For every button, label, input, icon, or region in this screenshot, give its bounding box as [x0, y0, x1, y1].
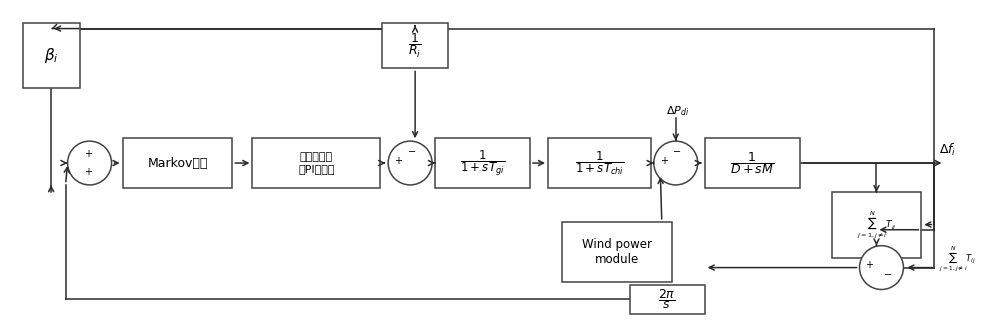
FancyBboxPatch shape: [252, 138, 380, 188]
FancyBboxPatch shape: [562, 222, 672, 281]
FancyBboxPatch shape: [832, 192, 921, 258]
Text: $\dfrac{1}{D+sM}$: $\dfrac{1}{D+sM}$: [730, 150, 774, 176]
Text: $\beta_i$: $\beta_i$: [44, 46, 58, 65]
Ellipse shape: [860, 246, 903, 289]
Text: $\Delta f_i$: $\Delta f_i$: [939, 142, 957, 158]
Text: −: −: [673, 147, 681, 157]
FancyBboxPatch shape: [705, 138, 800, 188]
FancyBboxPatch shape: [630, 284, 705, 314]
Text: Markov网络: Markov网络: [147, 156, 208, 170]
Text: $\dfrac{1}{1+sT_{chi}}$: $\dfrac{1}{1+sT_{chi}}$: [575, 149, 624, 177]
Text: +: +: [84, 149, 92, 159]
Text: 不同时滞状
态PI控制器: 不同时滞状 态PI控制器: [298, 152, 335, 174]
FancyBboxPatch shape: [23, 22, 80, 88]
FancyBboxPatch shape: [382, 22, 448, 68]
Ellipse shape: [388, 141, 432, 185]
Text: $\sum_{j=1,j\neq i}^{N}T_{ij}$: $\sum_{j=1,j\neq i}^{N}T_{ij}$: [939, 245, 976, 274]
Text: +: +: [660, 156, 668, 166]
Ellipse shape: [654, 141, 698, 185]
Text: $\dfrac{1}{R_i}$: $\dfrac{1}{R_i}$: [408, 31, 422, 60]
Text: $\dfrac{1}{1+sT_{gi}}$: $\dfrac{1}{1+sT_{gi}}$: [460, 148, 505, 178]
Text: +: +: [394, 156, 402, 166]
Text: Wind power
module: Wind power module: [582, 238, 652, 266]
Text: −: −: [884, 270, 892, 280]
Text: $\sum_{j=1,j\neq i}^{N}T_{ij}$: $\sum_{j=1,j\neq i}^{N}T_{ij}$: [857, 209, 896, 240]
FancyBboxPatch shape: [123, 138, 232, 188]
Text: $\dfrac{2\pi}{s}$: $\dfrac{2\pi}{s}$: [658, 287, 676, 312]
Text: −: −: [408, 147, 416, 157]
FancyBboxPatch shape: [435, 138, 530, 188]
Text: +: +: [865, 260, 873, 270]
Text: +: +: [84, 167, 92, 177]
Ellipse shape: [68, 141, 112, 185]
Text: $\Delta P_{di}$: $\Delta P_{di}$: [666, 104, 689, 118]
FancyBboxPatch shape: [548, 138, 651, 188]
